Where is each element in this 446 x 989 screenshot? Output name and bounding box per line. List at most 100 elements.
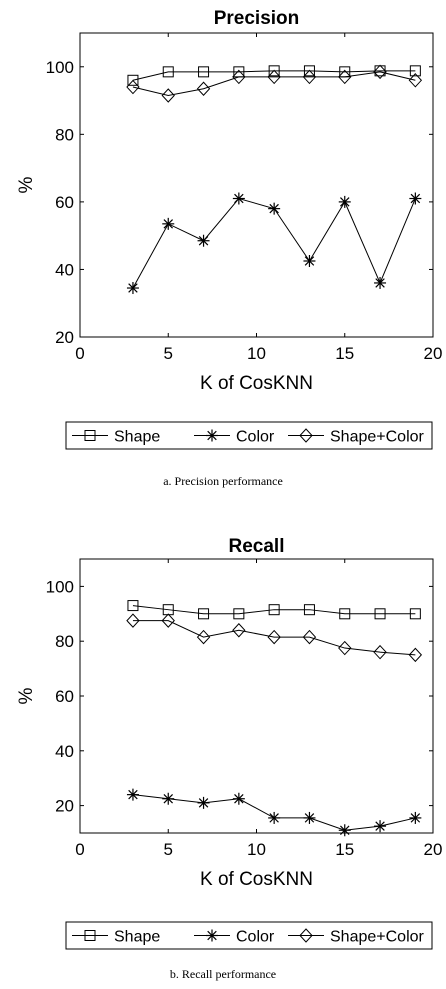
data-point-square	[162, 66, 174, 78]
data-point-diamond	[267, 629, 281, 645]
legend-label: Color	[236, 929, 275, 946]
data-point-square	[127, 600, 139, 612]
data-point-square	[198, 66, 210, 78]
y-axis-label: %	[16, 687, 37, 704]
series-line	[132, 71, 416, 97]
x-tick-label: 0	[75, 344, 84, 363]
series-line	[132, 620, 416, 656]
figure-caption: a. Precision performance	[163, 474, 283, 488]
data-point-asterisk	[409, 192, 422, 205]
data-point-diamond	[232, 623, 246, 638]
legend: Shape Color Shape+Color	[65, 921, 433, 950]
legend-label: Shape+Color	[330, 929, 425, 946]
data-point-square	[303, 65, 315, 77]
x-tick-label: 5	[164, 840, 173, 859]
series-color	[126, 788, 422, 837]
x-tick-label: 0	[75, 840, 84, 859]
series-color	[126, 192, 422, 295]
data-point-asterisk	[409, 811, 422, 824]
data-point-asterisk	[374, 276, 387, 289]
data-point-square	[409, 608, 421, 620]
data-point-square	[339, 608, 351, 620]
data-point-diamond	[373, 64, 387, 80]
data-point-diamond	[232, 69, 246, 85]
data-point-asterisk	[162, 792, 175, 805]
legend-marker-diamond	[299, 928, 313, 943]
legend-entry: Shape+Color	[288, 428, 425, 446]
data-point-asterisk	[197, 234, 210, 247]
series-shape-color	[126, 613, 423, 663]
figure-caption: b. Recall performance	[170, 967, 276, 981]
legend-entry: Shape+Color	[288, 928, 425, 946]
data-point-asterisk	[197, 796, 210, 809]
data-point-diamond	[408, 73, 423, 88]
x-tick-label: 20	[424, 344, 443, 363]
chart-title: Recall	[229, 536, 285, 557]
y-axis-label: %	[16, 176, 37, 193]
data-point-square	[303, 604, 315, 616]
data-point-asterisk	[303, 811, 316, 824]
x-axis-label: K of CosKNN	[200, 373, 313, 394]
data-point-diamond	[161, 613, 175, 628]
y-tick-label: 60	[55, 687, 74, 706]
y-tick-label: 80	[55, 632, 74, 651]
legend-marker-asterisk	[206, 929, 218, 942]
data-point-diamond	[196, 629, 211, 645]
y-tick-label: 20	[55, 328, 74, 347]
data-point-diamond	[161, 88, 175, 103]
data-point-asterisk	[374, 820, 387, 833]
x-tick-label: 15	[335, 840, 354, 859]
data-point-diamond	[267, 69, 281, 85]
data-point-asterisk	[126, 788, 139, 801]
data-point-diamond	[338, 640, 352, 656]
x-tick-label: 10	[247, 344, 266, 363]
y-tick-label: 40	[55, 260, 74, 279]
data-point-diamond	[302, 629, 317, 645]
data-point-diamond	[126, 613, 140, 628]
data-point-square	[127, 74, 139, 86]
data-point-square	[233, 608, 245, 620]
x-tick-label: 15	[335, 344, 354, 363]
legend-entry: Shape	[72, 929, 160, 946]
y-tick-label: 40	[55, 742, 74, 761]
y-tick-label: 20	[55, 797, 74, 816]
data-point-diamond	[338, 69, 352, 85]
legend-marker-square	[84, 430, 96, 441]
data-point-diamond	[373, 644, 387, 660]
data-point-asterisk	[268, 202, 281, 215]
data-point-asterisk	[162, 217, 175, 230]
data-point-asterisk	[303, 255, 316, 267]
legend-entry: Color	[194, 429, 275, 446]
y-tick-label: 100	[46, 577, 74, 596]
series-shape	[127, 600, 421, 620]
y-tick-label: 80	[55, 125, 74, 144]
y-tick-label: 60	[55, 193, 74, 212]
data-point-diamond	[408, 647, 423, 663]
series-line	[132, 605, 416, 615]
data-point-square	[409, 65, 421, 77]
data-point-diamond	[126, 79, 140, 95]
x-tick-label: 10	[247, 840, 266, 859]
data-point-diamond	[302, 69, 317, 85]
series-shape-color	[126, 64, 423, 103]
legend-entry: Shape	[72, 429, 160, 446]
legend-marker-diamond	[299, 428, 313, 443]
legend-box	[65, 921, 433, 950]
legend-marker-asterisk	[206, 429, 218, 442]
legend: Shape Color Shape+Color	[65, 421, 433, 450]
legend-label: Shape	[114, 429, 160, 446]
data-point-square	[374, 608, 386, 620]
legend-label: Shape+Color	[330, 429, 425, 446]
data-point-asterisk	[232, 192, 245, 205]
legend-label: Shape	[114, 929, 160, 946]
y-tick-label: 100	[46, 58, 74, 77]
data-point-diamond	[196, 81, 211, 96]
legend-entry: Color	[194, 929, 275, 946]
data-point-asterisk	[268, 811, 281, 824]
chart-panel-2: Recall 0 5 10 15 20 20 40 60 80 100 K of CosKNN% Sha…	[16, 536, 442, 981]
chart-title: Precision	[214, 8, 300, 29]
data-point-asterisk	[338, 195, 351, 208]
x-tick-label: 5	[164, 344, 173, 363]
legend-marker-square	[84, 930, 96, 941]
